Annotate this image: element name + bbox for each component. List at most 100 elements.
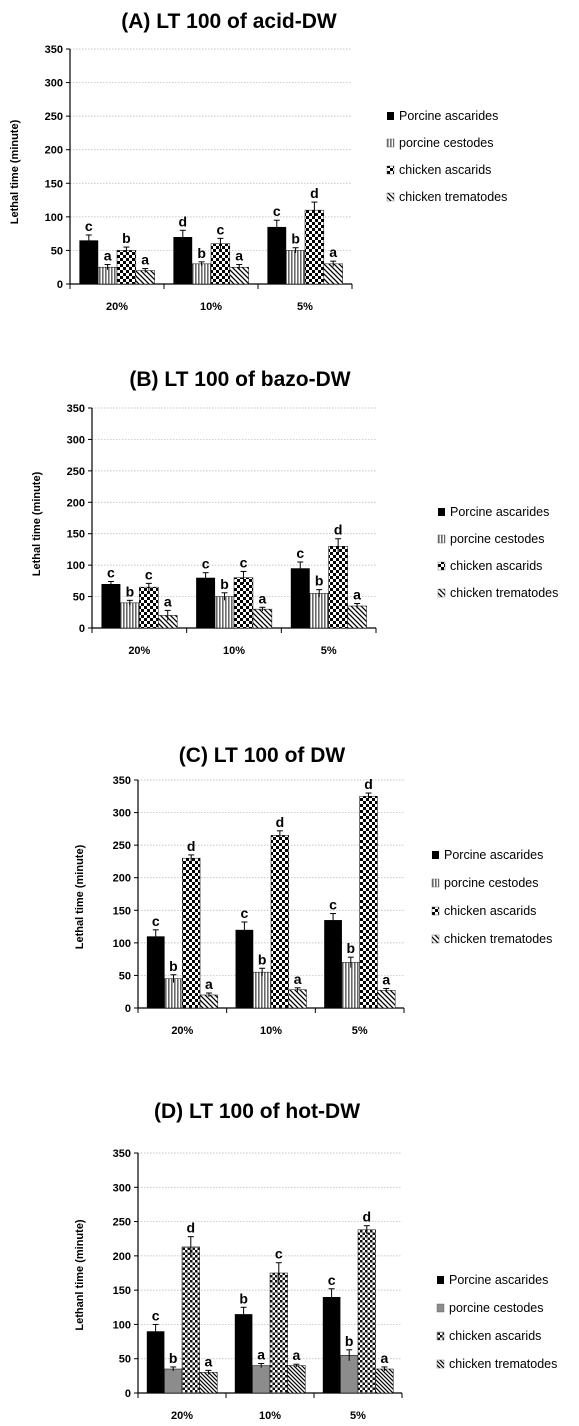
y-tick-label: 200 [113, 873, 131, 885]
legend-swatch [431, 906, 440, 916]
significance-letter: d [187, 1220, 196, 1236]
y-tick-label: 150 [45, 178, 63, 190]
legend-swatch [431, 878, 440, 888]
significance-letter: c [152, 913, 160, 929]
bar [173, 237, 193, 284]
legend-label: chicken ascarids [449, 1329, 541, 1343]
significance-letter: a [257, 1347, 265, 1363]
bar [234, 1314, 253, 1393]
x-tick-label: 5% [352, 1025, 368, 1037]
y-tick-label: 100 [45, 212, 63, 224]
chart-panel-a: (A) LT 100 of acid-DW 0 50 100 150 200 250 300 3… [9, 10, 507, 313]
significance-letter: c [202, 556, 210, 572]
legend-swatch [386, 165, 395, 175]
bar [164, 978, 183, 1009]
significance-letter: d [187, 838, 196, 854]
significance-letter: a [104, 248, 112, 264]
significance-letter: a [293, 1347, 301, 1363]
significance-letter: a [235, 248, 243, 264]
bar [269, 1272, 288, 1394]
bar [196, 577, 216, 628]
x-tick-label: 5% [321, 645, 337, 657]
bar [252, 608, 273, 629]
y-tick-label: 150 [113, 1285, 131, 1297]
legend-swatch [431, 934, 440, 944]
bar [120, 602, 140, 629]
y-tick-label: 350 [113, 775, 131, 787]
y-tick-label: 250 [113, 840, 131, 852]
bar [267, 226, 287, 284]
legend-swatch [387, 112, 394, 120]
legend-label: chicken trematodes [399, 190, 507, 204]
y-tick-label: 250 [67, 466, 85, 478]
bar [253, 971, 272, 1009]
legend-swatch [432, 851, 439, 859]
legend-swatch [436, 1303, 445, 1313]
significance-letter: d [364, 776, 373, 792]
significance-letter: b [345, 1333, 354, 1349]
bar [210, 243, 231, 285]
legend-label: porcine cestodes [450, 532, 545, 546]
legend-swatch [438, 508, 445, 516]
y-tick-label: 350 [45, 44, 63, 56]
bar [235, 929, 254, 1008]
y-axis-label: Lethal time (minute) [74, 844, 86, 949]
significance-letter: d [334, 522, 343, 538]
chart-title: (A) LT 100 of acid-DW [121, 10, 337, 33]
chart-title: (B) LT 100 of bazo-DW [129, 368, 350, 391]
legend-label: chicken ascarids [444, 904, 536, 918]
bar [323, 263, 343, 285]
legend-label: Porcine ascarides [449, 1273, 548, 1287]
significance-letter: c [145, 566, 153, 582]
y-tick-label: 150 [67, 529, 85, 541]
legend-label: chicken trematodes [444, 932, 552, 946]
significance-letter: b [258, 951, 267, 967]
x-tick-label: 10% [259, 1410, 281, 1422]
significance-letter: b [169, 1350, 178, 1366]
y-tick-label: 250 [45, 111, 63, 123]
bar [375, 1368, 394, 1394]
y-tick-label: 0 [125, 1388, 131, 1400]
y-tick-label: 200 [67, 497, 85, 509]
y-axis-label: Lethal time (minute) [31, 471, 43, 576]
y-tick-label: 300 [113, 808, 131, 820]
bar [101, 584, 121, 628]
x-tick-label: 10% [260, 1025, 282, 1037]
x-tick-label: 10% [200, 301, 222, 313]
significance-letter: d [179, 213, 188, 229]
y-tick-label: 250 [113, 1217, 131, 1229]
legend-label: porcine cestodes [444, 876, 539, 890]
legend-swatch [437, 561, 446, 571]
bar [359, 796, 378, 1009]
bar [199, 1372, 218, 1394]
significance-letter: c [329, 897, 337, 913]
legend-swatch [437, 588, 446, 598]
significance-letter: c [241, 905, 249, 921]
y-tick-label: 200 [113, 1251, 131, 1263]
y-tick-label: 100 [113, 1319, 131, 1331]
bar [182, 857, 201, 1009]
significance-letter: a [205, 976, 213, 992]
significance-letter: b [126, 583, 135, 599]
chart-panel-c: (C) LT 100 of DW 0 50 100 150 200 250 300 350 Let… [74, 744, 552, 1037]
chart-panel-b: (B) LT 100 of bazo-DW 0 50 100 150 200 250 300 3… [31, 368, 558, 657]
x-tick-label: 5% [350, 1410, 366, 1422]
legend-label: Porcine ascarides [450, 505, 549, 519]
y-tick-label: 100 [67, 560, 85, 572]
y-tick-label: 300 [45, 78, 63, 90]
significance-letter: b [220, 576, 229, 592]
y-tick-label: 350 [113, 1148, 131, 1160]
legend-label: chicken ascarids [399, 163, 491, 177]
significance-letter: d [363, 1209, 372, 1225]
significance-letter: c [296, 545, 304, 561]
y-tick-label: 50 [51, 245, 63, 257]
bar [146, 936, 165, 1008]
legend-label: porcine cestodes [399, 136, 494, 150]
significance-letter: c [275, 1246, 283, 1262]
significance-letter: b [239, 1290, 248, 1306]
y-tick-label: 50 [73, 592, 85, 604]
bar [233, 577, 254, 629]
x-tick-label: 5% [297, 301, 313, 313]
significance-letter: a [259, 590, 267, 606]
